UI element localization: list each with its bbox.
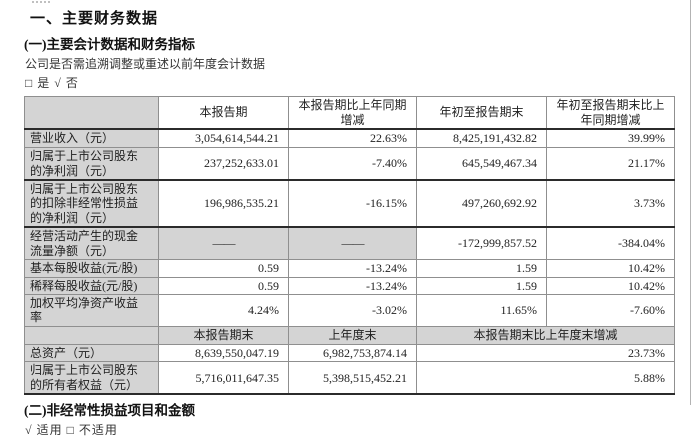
row-label: 归属于上市公司股东 的所有者权益（元） (24, 361, 159, 395)
cell-current: 0.59 (158, 259, 289, 278)
row-basic-eps: 基本每股收益(元/股) 0.59 -13.24% 1.59 10.42% (24, 259, 675, 278)
cell-ytd-yoy: -384.04% (546, 226, 675, 261)
cell-yoy: -13.24% (288, 276, 417, 295)
key-financials-table: 本报告期 本报告期比上年同期 增减 年初至报告期末 年初至报告期末比上 年同期增… (24, 96, 675, 396)
section1-subtitle: (一)主要会计数据和财务指标 (24, 37, 195, 52)
row-weighted-avg-roe: 加权平均净资产收益 率 4.24% -3.02% 11.65% -7.60% (24, 293, 675, 327)
row-operating-cash-flow: 经营活动产生的现金 流量净额（元） —— —— -172,999,857.52 … (24, 226, 675, 261)
row-label: 基本每股收益(元/股) (24, 259, 159, 278)
row-label: 归属于上市公司股东 的扣除非经常性损益 的净利润（元） (24, 178, 159, 228)
cell-ytd-yoy: 10.42% (546, 276, 675, 295)
cell-yoy: -3.02% (288, 293, 417, 327)
header-empty-cell (24, 96, 159, 130)
cell-ytd-yoy: 3.73% (546, 178, 675, 228)
cell-ytd: 1.59 (416, 259, 547, 278)
restatement-choice: □ 是 √ 否 (25, 76, 79, 90)
row-diluted-eps: 稀释每股收益(元/股) 0.59 -13.24% 1.59 10.42% (24, 276, 675, 295)
table-header-row-eop: 本报告期末 上年度末 本报告期末比上年度末增减 (24, 325, 675, 345)
cell-yoy: -7.40% (288, 147, 417, 181)
header-ytd: 年初至报告期末 (416, 96, 547, 130)
cell-yoy: -13.24% (288, 259, 417, 278)
cell-ytd: 11.65% (416, 293, 547, 327)
cell-ytd-yoy: 39.99% (546, 128, 675, 148)
header-yoy-change: 本报告期比上年同期 增减 (288, 96, 417, 130)
cell-current: 3,054,614,544.21 (158, 128, 289, 148)
header2-empty-cell (24, 325, 159, 345)
row-total-assets: 总资产（元） 8,639,550,047.19 6,982,753,874.14… (24, 343, 675, 363)
cell-ytd-yoy: 21.17% (546, 147, 675, 181)
cell-eop: 8,639,550,047.19 (158, 343, 289, 363)
cell-yoy: -16.15% (288, 178, 417, 228)
cell-yoy-na-dash: —— (288, 226, 417, 261)
section1-title: 一、主要财务数据 (30, 11, 159, 27)
row-label: 稀释每股收益(元/股) (24, 276, 159, 295)
row-equity-attributable: 归属于上市公司股东 的所有者权益（元） 5,716,011,647.35 5,3… (24, 361, 675, 395)
table-header-row-period: 本报告期 本报告期比上年同期 增减 年初至报告期末 年初至报告期末比上 年同期增… (24, 96, 675, 130)
cell-ytd-yoy: -7.60% (546, 293, 675, 327)
cell-yoy: 22.63% (288, 128, 417, 148)
cell-ytd: 8,425,191,432.82 (416, 128, 547, 148)
cell-eop: 5,716,011,647.35 (158, 361, 289, 395)
cell-ytd: 497,260,692.92 (416, 178, 547, 228)
cell-current-na-dash: —— (158, 226, 289, 261)
row-label: 归属于上市公司股东 的净利润（元） (24, 147, 159, 181)
header-eop-change: 本报告期末比上年度末增减 (416, 325, 675, 345)
header-prev-year-end: 上年度末 (288, 325, 417, 345)
cell-prev-year-end: 6,982,753,874.14 (288, 343, 417, 363)
row-operating-revenue: 营业收入（元） 3,054,614,544.21 22.63% 8,425,19… (24, 128, 675, 148)
header-current-period: 本报告期 (158, 96, 289, 130)
row-label: 总资产（元） (24, 343, 159, 363)
cell-ytd: 645,549,467.34 (416, 147, 547, 181)
cell-current: 0.59 (158, 276, 289, 295)
header-ytd-yoy-change: 年初至报告期末比上 年同期增减 (546, 96, 675, 130)
row-net-profit-excl-nonrecurring: 归属于上市公司股东 的扣除非经常性损益 的净利润（元） 196,986,535.… (24, 178, 675, 228)
cell-eop-change: 5.88% (416, 361, 675, 395)
header-eop: 本报告期末 (158, 325, 289, 345)
section2-title: (二)非经常性损益项目和金额 (24, 403, 195, 419)
cell-current: 4.24% (158, 293, 289, 327)
cropped-text-artifact (32, 1, 50, 6)
cell-prev-year-end: 5,398,515,452.21 (288, 361, 417, 395)
restatement-note: 公司是否需追溯调整或重述以前年度会计数据 (25, 57, 266, 71)
row-label: 加权平均净资产收益 率 (24, 293, 159, 327)
cell-eop-change: 23.73% (416, 343, 675, 363)
cell-ytd: 1.59 (416, 276, 547, 295)
row-net-profit: 归属于上市公司股东 的净利润（元） 237,252,633.01 -7.40% … (24, 147, 675, 181)
cell-current: 237,252,633.01 (158, 147, 289, 181)
cell-ytd: -172,999,857.52 (416, 226, 547, 261)
row-label: 营业收入（元） (24, 128, 159, 148)
page-right-edge-line (690, 0, 691, 405)
cell-current: 196,986,535.21 (158, 178, 289, 228)
cell-ytd-yoy: 10.42% (546, 259, 675, 278)
row-label: 经营活动产生的现金 流量净额（元） (24, 226, 159, 261)
section2-applicability-choice: √ 适用 □ 不适用 (25, 423, 118, 438)
